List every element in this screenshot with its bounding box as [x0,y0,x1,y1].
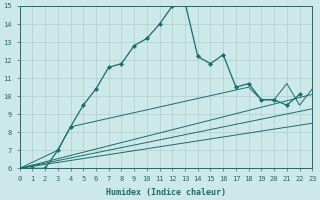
X-axis label: Humidex (Indice chaleur): Humidex (Indice chaleur) [106,188,226,197]
